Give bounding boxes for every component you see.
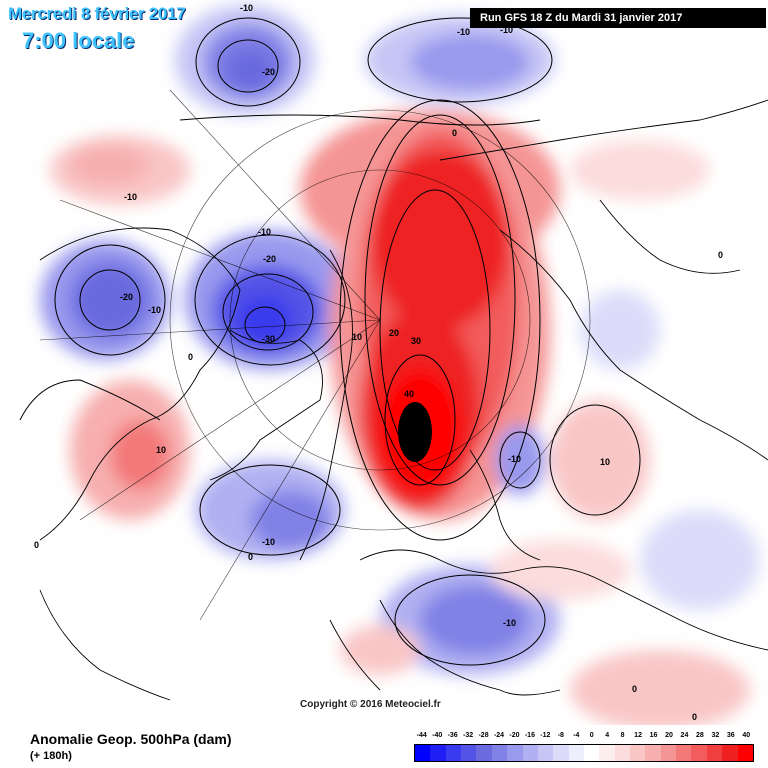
svg-text:-10: -10 [148,305,161,315]
legend-swatch [430,745,446,761]
svg-text:0: 0 [188,352,193,362]
legend-tick-label: -20 [509,732,520,739]
legend-swatch [722,745,738,761]
legend-swatch [706,745,723,761]
legend-swatch [553,745,569,761]
svg-text:-20: -20 [263,254,276,264]
legend-swatch [491,745,508,761]
svg-text:0: 0 [248,552,253,562]
legend-swatch [660,745,677,761]
svg-text:10: 10 [156,445,166,455]
svg-text:-10: -10 [262,537,275,547]
svg-text:0: 0 [632,684,637,694]
legend-swatch [645,745,661,761]
legend-tick-label: 36 [726,732,735,739]
legend-swatch [415,745,431,761]
legend-labels: -44 -40 -36 -32 -28 -24 -20 -16 -12 -8 -4 0 4 8 12 16 20… [414,732,754,742]
legend-swatch [630,745,646,761]
legend-swatch [537,745,554,761]
svg-text:-30: -30 [262,334,275,344]
legend-tick-label: -4 [573,732,580,739]
svg-text:-10: -10 [240,3,253,13]
legend-tick-label: -24 [493,732,505,739]
legend-swatch [691,745,707,761]
svg-text:0: 0 [692,712,697,722]
legend-tick-label: -36 [447,732,458,739]
legend-swatch [583,745,600,761]
legend-swatch [676,745,692,761]
legend-tick-label: 20 [665,732,673,739]
forecast-date: Mercredi 8 février 2017 [8,4,186,23]
legend-swatch [522,745,538,761]
legend-tick-label: 0 [589,732,594,739]
legend-swatch [737,745,753,761]
svg-text:-20: -20 [120,292,133,302]
legend-tick-label: -28 [478,732,489,739]
legend-swatch [614,745,631,761]
legend-tick-label: -44 [416,732,427,739]
legend-swatch [599,745,615,761]
svg-text:10: 10 [600,457,610,467]
legend-tick-label: 24 [680,732,689,739]
anomaly-shading [40,5,760,730]
coastlines [39,99,768,701]
legend-tick-label: 28 [696,732,704,739]
legend-swatch [461,745,477,761]
legend-swatch [445,745,462,761]
svg-text:30: 30 [411,336,421,346]
legend-tick-label: -8 [557,732,564,739]
svg-text:-10: -10 [500,25,513,35]
legend-tick-label: 40 [742,732,751,739]
svg-text:-10: -10 [503,618,516,628]
legend-tick-label: 32 [711,732,720,739]
svg-text:10: 10 [352,332,362,342]
forecast-time: 7:00 locale [22,28,135,53]
svg-text:-20: -20 [262,67,275,77]
legend-tick-label: -12 [540,732,551,739]
legend-tick-label: -32 [463,732,474,739]
model-run-label: Run GFS 18 Z du Mardi 31 janvier 2017 [470,8,766,28]
copyright: Copyright © 2016 Meteociel.fr [300,699,441,710]
legend-tick-label: 16 [649,732,658,739]
svg-text:-10: -10 [124,192,137,202]
color-scale-legend: -44 -40 -36 -32 -28 -24 -20 -16 -12 -8 -4 0 4 8 12 16 20… [414,732,754,762]
legend-tick-label: -40 [432,732,443,739]
contour-lines [19,17,641,666]
legend-tick-label: 4 [605,732,610,739]
svg-text:0: 0 [452,128,457,138]
legend-swatch [568,745,584,761]
map-title: Anomalie Geop. 500hPa (dam) [30,731,232,747]
svg-text:-10: -10 [508,454,521,464]
svg-text:-10: -10 [457,27,470,37]
legend-swatch [476,745,492,761]
legend-tick-label: 8 [620,732,625,739]
legend-swatch [507,745,523,761]
legend-tick-label: -16 [524,732,535,739]
svg-text:40: 40 [404,389,414,399]
forecast-lead-time: (+ 180h) [30,750,72,762]
svg-text:20: 20 [389,328,399,338]
svg-text:-10: -10 [258,227,271,237]
ridge-core [398,402,432,462]
svg-text:0: 0 [34,540,39,550]
legend-bar [414,744,754,762]
svg-text:0: 0 [718,250,723,260]
contour-labels: -10 -20 -10 -10 0 -10 -20 -10 -10 -20 -3… [34,3,723,722]
legend-tick-label: 12 [634,732,642,739]
